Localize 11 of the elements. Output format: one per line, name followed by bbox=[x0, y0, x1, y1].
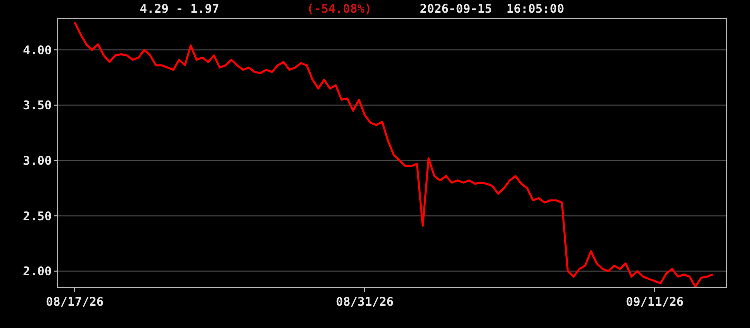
text: 2026-09-15 16:05:00 bbox=[420, 2, 564, 16]
x-tick-label: 09/11/26 bbox=[626, 295, 684, 309]
x-tick-label: 08/17/26 bbox=[46, 295, 104, 309]
y-tick-label: 3.50 bbox=[23, 98, 52, 113]
y-tick-label: 4.00 bbox=[23, 43, 52, 58]
x-tick-label: 08/31/26 bbox=[336, 295, 394, 309]
y-tick-label: 2.50 bbox=[23, 209, 52, 224]
chart-subtitle: (-54.08%) bbox=[307, 2, 372, 16]
y-tick-label: 3.00 bbox=[23, 154, 52, 168]
y-tick-label: 2.00 bbox=[23, 264, 52, 279]
chart-title: 4.29 - 1.97 bbox=[140, 2, 220, 16]
